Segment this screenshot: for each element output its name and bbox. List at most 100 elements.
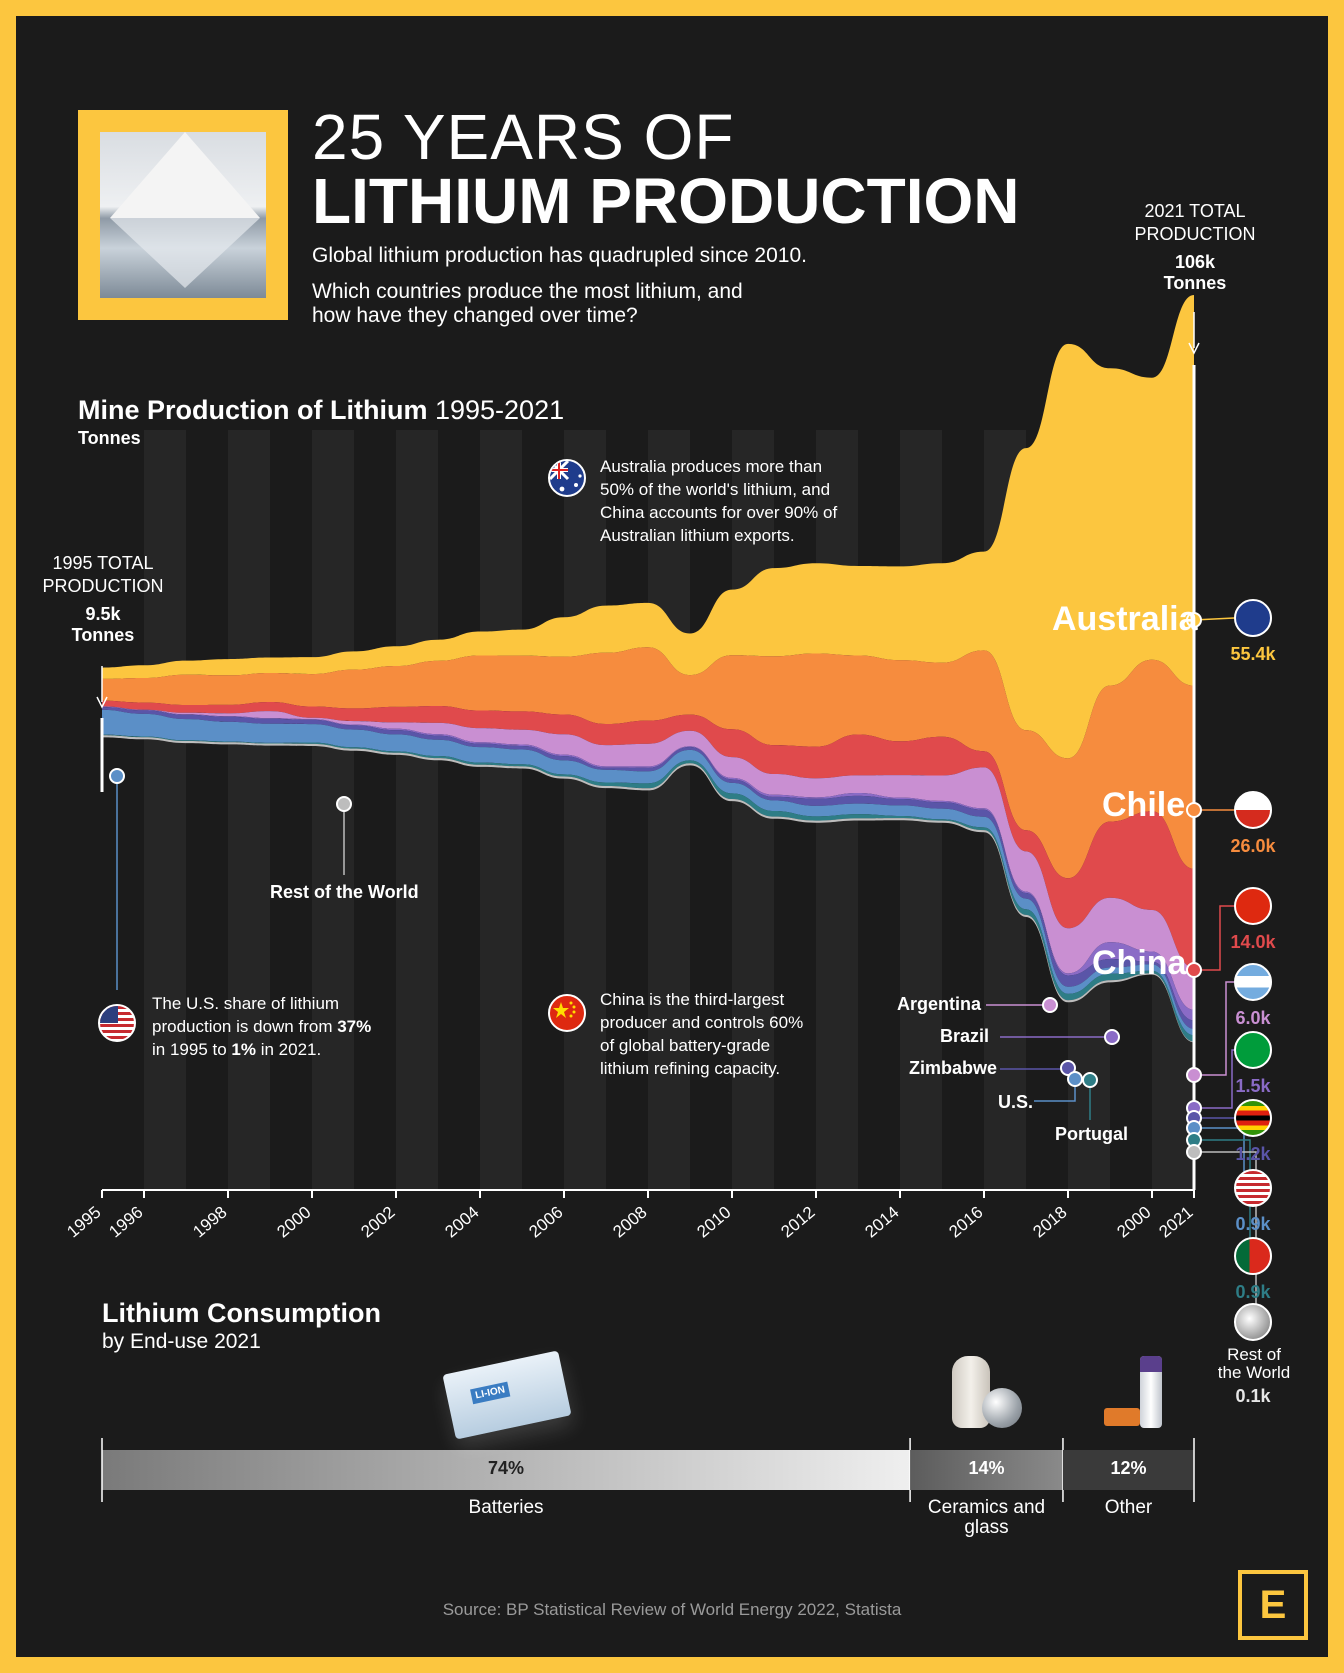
source-note: Source: BP Statistical Review of World E…	[442, 1600, 902, 1619]
consumption-segment-0	[102, 1450, 911, 1490]
year-band-2006	[564, 430, 606, 1190]
us-note-line2: production is down from	[152, 1017, 338, 1036]
right-dot-0	[1186, 612, 1202, 628]
x-tick-label: 2016	[945, 1203, 986, 1242]
chile-flag-icon	[1234, 791, 1272, 829]
australia-flag-icon	[548, 459, 586, 497]
x-tick-label: 2002	[357, 1203, 398, 1242]
stream-argentina	[102, 706, 1194, 1010]
mine-title-years: 1995-2021	[434, 395, 565, 425]
zimbabwe-flag-icon	[1234, 1099, 1272, 1137]
consumption-label-2: Other	[1104, 1497, 1153, 1518]
australia-note: Australia produces more than 50% of the …	[600, 457, 838, 545]
arrow-head-2021	[1188, 342, 1200, 355]
brand-logo: E	[1238, 1570, 1308, 1640]
x-tick-label: 2008	[609, 1203, 650, 1242]
x-tick-label: 2006	[525, 1203, 566, 1242]
mine-chart-title: Mine Production of Lithium 1995-2021	[78, 395, 564, 426]
legend-value-7: 0.9k	[1235, 1282, 1271, 1302]
legend-value-4: 1.5k	[1235, 1076, 1271, 1096]
title-line-2: LITHIUM PRODUCTION	[312, 165, 1020, 237]
china-flag-icon	[1234, 887, 1272, 925]
legend-value-2: 14.0k	[1230, 932, 1276, 952]
us-flag-icon	[1234, 1169, 1272, 1207]
x-tick-label: 1995	[63, 1203, 104, 1242]
us-flag-icon-note	[98, 1004, 136, 1042]
pills-icon	[1104, 1408, 1140, 1426]
portugal-flag-icon	[1234, 1237, 1272, 1275]
label-brazil: Brazil	[940, 1026, 990, 1046]
label-zimbabwe: Zimbabwe	[909, 1058, 998, 1078]
title-line-1: 25 YEARS OF	[312, 101, 735, 173]
subtitle-2: Which countries produce the most lithium…	[312, 280, 743, 327]
total-1995-value: 9.5k	[85, 604, 121, 624]
china-flag-icon-note	[548, 994, 586, 1032]
right-leader-2	[1194, 905, 1234, 971]
legend-rest-label: Rest of the World	[1217, 1345, 1291, 1382]
row-dot	[336, 796, 352, 812]
year-band-1996	[144, 430, 186, 1190]
x-tick-label: 2004	[441, 1203, 482, 1242]
brazil-dot	[1104, 1029, 1120, 1045]
year-band-2004	[480, 430, 522, 1190]
total-2021-unit: Tonnes	[1163, 273, 1227, 293]
stream-chile	[102, 647, 1194, 879]
right-leader-4	[1194, 1049, 1234, 1109]
x-tick-label: 2000	[273, 1203, 314, 1242]
x-tick-label: 1998	[189, 1203, 230, 1242]
x-tick-label: 2010	[693, 1203, 734, 1242]
year-band-1998	[228, 430, 270, 1190]
subtitle-1: Global lithium production has quadrupled…	[312, 244, 807, 267]
x-tick-label: 2014	[861, 1203, 902, 1242]
australia-flag-icon	[1234, 599, 1272, 637]
stream-australia	[102, 294, 1194, 759]
legend-value-3: 6.0k	[1235, 1008, 1271, 1028]
year-bands	[144, 430, 1194, 1190]
us-note-37pct: 37%	[337, 1017, 372, 1036]
label-argentina: Argentina	[897, 994, 982, 1014]
right-leader-3	[1194, 981, 1234, 1076]
zimbabwe-dot	[1060, 1060, 1076, 1076]
consumption-pct-1: 14%	[968, 1458, 1005, 1478]
us-dot-1995	[109, 768, 125, 784]
year-band-2008	[648, 430, 690, 1190]
us-note-line3-end: in 2021.	[255, 1040, 322, 1059]
china-note: China is the third-largest producer and …	[600, 990, 804, 1078]
x-tick-label: 2021	[1155, 1203, 1196, 1242]
consumption-pct-2: 12%	[1110, 1458, 1147, 1478]
x-tick-label: 1996	[105, 1203, 146, 1242]
us-note-1pct: 1%	[231, 1040, 256, 1059]
spray-can-icon	[1140, 1356, 1162, 1428]
x-tick-label: 2000	[1113, 1203, 1154, 1242]
total-1995-label: 1995 TOTAL PRODUCTION	[42, 553, 164, 596]
portugal-dot	[1082, 1072, 1098, 1088]
glass-sphere-icon	[982, 1388, 1022, 1428]
consumption-segment-2	[1062, 1450, 1194, 1490]
right-dot-8	[1186, 1144, 1202, 1160]
consumption-label-0: Batteries	[468, 1497, 544, 1518]
total-1995: 1995 TOTAL PRODUCTION 9.5k Tonnes	[40, 552, 166, 646]
total-2021-value: 106k	[1174, 252, 1216, 272]
right-dot-1	[1186, 802, 1202, 818]
annotations	[96, 312, 1257, 1323]
argentina-dot	[1042, 997, 1058, 1013]
total-1995-unit: Tonnes	[71, 625, 135, 645]
us-note-line3: in 1995 to	[152, 1040, 232, 1059]
mine-title-bold: Mine Production of Lithium	[78, 395, 428, 425]
consumption-pct-0: 74%	[488, 1458, 525, 1478]
label-chile: Chile	[1102, 786, 1186, 824]
us-dot	[1067, 1071, 1083, 1087]
x-tick-label: 2012	[777, 1203, 818, 1242]
battery-label: LI-ION	[470, 1381, 511, 1405]
argentina-flag-icon	[1234, 963, 1272, 1001]
mine-chart-unit: Tonnes	[78, 428, 141, 448]
stream-u-s-	[102, 709, 1194, 1036]
legend-value-1: 26.0k	[1230, 836, 1276, 856]
consumption-bar	[101, 1438, 1195, 1502]
arrow-head-1995	[96, 696, 108, 709]
stream-china	[102, 700, 1194, 968]
label-us: U.S.	[998, 1092, 1034, 1112]
total-2021: 2021 TOTAL PRODUCTION 106k Tonnes	[1130, 200, 1260, 294]
legend-value-0: 55.4k	[1230, 644, 1276, 664]
